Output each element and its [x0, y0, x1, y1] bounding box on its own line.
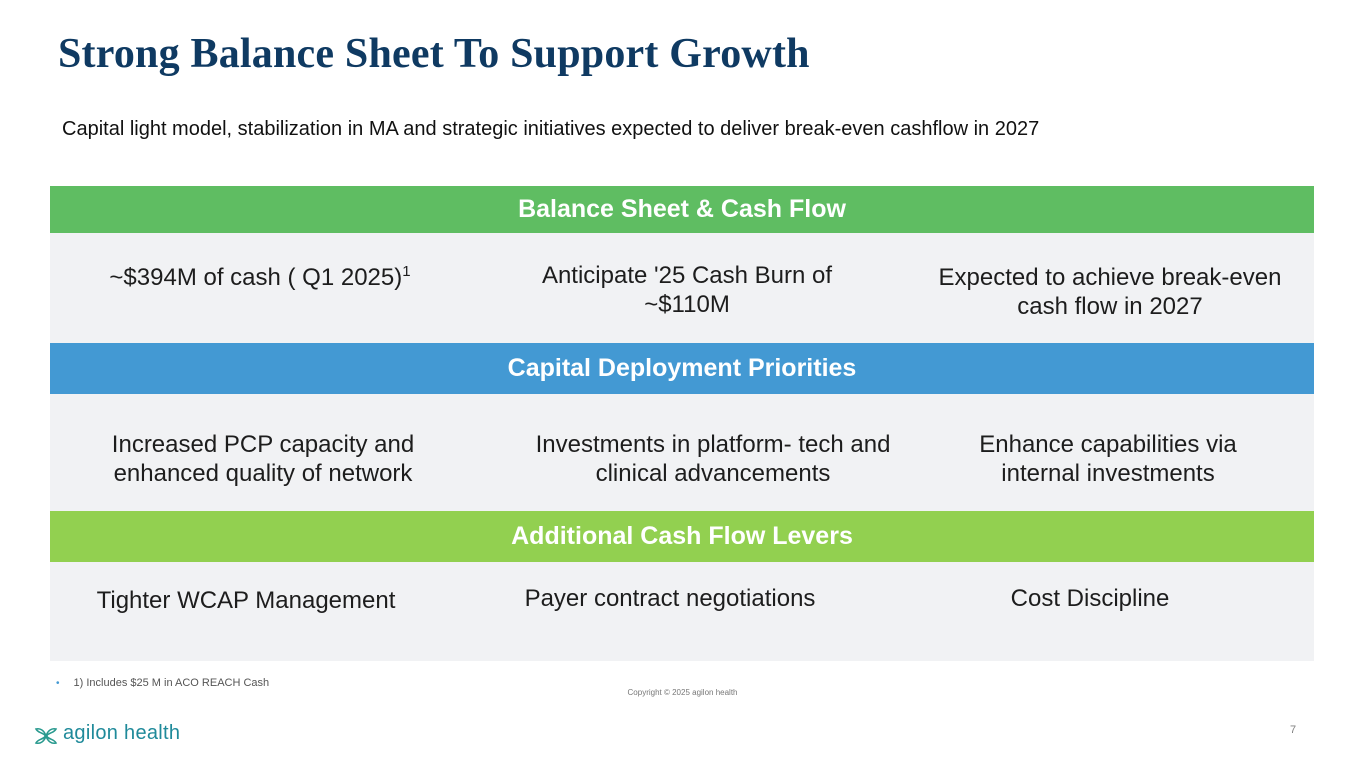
- section-header-cash-flow-levers: Additional Cash Flow Levers: [50, 511, 1314, 562]
- platform-investments-line1: Investments in platform- tech and: [535, 431, 891, 458]
- payer-contracts-item: Payer contract negotiations: [524, 585, 816, 612]
- platform-investments-item: Investments in platform- tech and clinica…: [490, 430, 936, 488]
- footnote-marker: 1: [402, 263, 411, 280]
- pcp-capacity-line1: Increased PCP capacity and: [111, 431, 415, 458]
- cost-discipline-item: Cost Discipline: [1010, 585, 1170, 612]
- capabilities-item: Enhance capabilities via internal investm…: [920, 430, 1296, 488]
- cash-burn-item: Anticipate '25 Cash Burn of ~$110M: [497, 261, 877, 319]
- section-header-capital-deployment: Capital Deployment Priorities: [50, 343, 1314, 394]
- section-content-cash-flow-levers: Tighter WCAP Management Payer contract n…: [50, 562, 1314, 661]
- logo-text: agilon health: [63, 722, 181, 744]
- slide-title: Strong Balance Sheet To Support Growth: [58, 31, 810, 77]
- page-number: 7: [1290, 724, 1297, 736]
- pcp-capacity-item: Increased PCP capacity and enhanced quali…: [70, 430, 456, 488]
- break-even-line2: cash flow in 2027: [1017, 293, 1203, 320]
- cash-burn-line1: Anticipate '25 Cash Burn of: [541, 262, 833, 289]
- capabilities-line1: Enhance capabilities via: [979, 431, 1237, 458]
- cash-burn-line2: ~$110M: [644, 291, 730, 318]
- break-even-line1: Expected to achieve break-even: [938, 264, 1282, 291]
- cash-on-hand-text: ~$394M of cash ( Q1 2025): [109, 264, 403, 291]
- section-header-balance-sheet: Balance Sheet & Cash Flow: [50, 186, 1314, 233]
- slide-subtitle: Capital light model, stabilization in MA…: [62, 118, 1040, 140]
- capabilities-line2: internal investments: [1001, 460, 1215, 487]
- footnote-bullet: •: [56, 678, 60, 689]
- footnote-text: 1) Includes $25 M in ACO REACH Cash: [73, 677, 270, 689]
- platform-investments-line2: clinical advancements: [595, 460, 831, 487]
- wcap-item: Tighter WCAP Management: [96, 587, 396, 614]
- break-even-item: Expected to achieve break-even cash flow …: [910, 263, 1310, 321]
- footnote: • 1) Includes $25 M in ACO REACH Cash: [56, 677, 269, 689]
- section-content-capital-deployment: Increased PCP capacity and enhanced quali…: [50, 394, 1314, 511]
- section-content-balance-sheet: ~$394M of cash ( Q1 2025)1 Anticipate '2…: [50, 233, 1314, 343]
- copyright: Copyright © 2025 agilon health: [627, 688, 738, 697]
- agilon-leaf-icon: [34, 727, 58, 745]
- cash-on-hand-item: ~$394M of cash ( Q1 2025)1: [90, 263, 430, 292]
- pcp-capacity-line2: enhanced quality of network: [113, 460, 413, 487]
